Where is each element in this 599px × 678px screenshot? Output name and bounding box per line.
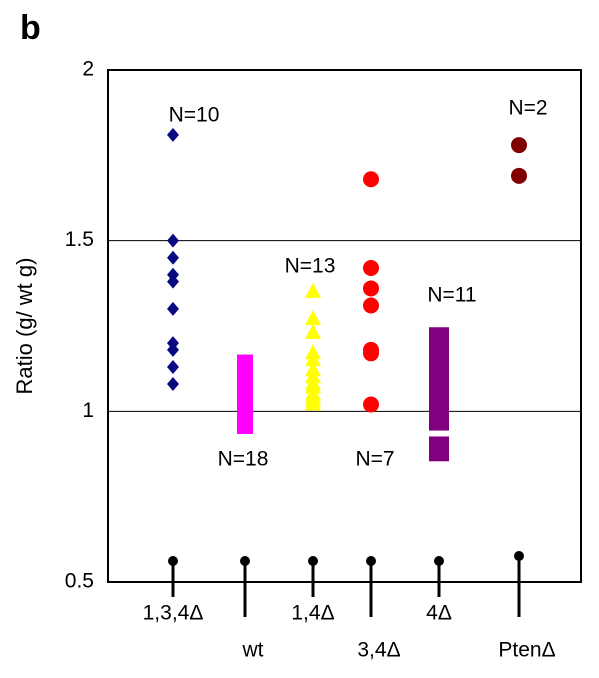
annotation: N=7 <box>355 448 394 471</box>
x-tick-label: PtenΔ <box>498 639 555 662</box>
point <box>305 282 321 298</box>
point <box>429 337 449 356</box>
point <box>363 345 379 362</box>
point <box>305 351 321 367</box>
annotation: N=2 <box>508 97 547 120</box>
point <box>363 396 379 413</box>
point <box>167 233 179 248</box>
point <box>363 297 379 314</box>
point <box>167 274 179 289</box>
point <box>305 310 321 326</box>
category-dot <box>434 556 444 566</box>
plot-frame <box>107 69 582 583</box>
point <box>363 171 379 188</box>
y-axis-label: Ratio (g/ wt g) <box>12 258 37 395</box>
annotation: N=11 <box>427 284 476 307</box>
point <box>429 412 449 431</box>
point <box>237 415 253 434</box>
category-dot <box>514 551 524 561</box>
point <box>167 377 179 392</box>
point <box>167 127 179 142</box>
category-dot <box>168 556 178 566</box>
point <box>511 167 527 184</box>
x-tick-label: 3,4Δ <box>357 639 400 662</box>
point <box>429 443 449 462</box>
annotation: N=10 <box>169 104 220 127</box>
y-tick-label: 1 <box>82 399 94 422</box>
point <box>363 259 379 276</box>
category-dot <box>366 556 376 566</box>
panel-label: b <box>20 9 41 47</box>
x-tick-label: wt <box>242 639 264 662</box>
point <box>305 395 321 411</box>
point <box>363 280 379 297</box>
point <box>305 323 321 339</box>
annotation: N=18 <box>218 448 269 471</box>
y-tick-label: 2 <box>82 58 94 81</box>
category-dot <box>240 556 250 566</box>
point <box>511 137 527 154</box>
point <box>167 250 179 265</box>
x-tick-label: 1,3,4Δ <box>143 602 204 625</box>
x-tick-label: 4Δ <box>426 602 452 625</box>
y-tick-label: 0.5 <box>65 570 94 593</box>
y-tick-label: 1.5 <box>65 228 94 251</box>
annotation: N=13 <box>285 255 336 278</box>
point <box>167 301 179 316</box>
point <box>167 342 179 357</box>
category-dot <box>308 556 318 566</box>
point <box>167 359 179 374</box>
x-tick-label: 1,4Δ <box>291 602 334 625</box>
